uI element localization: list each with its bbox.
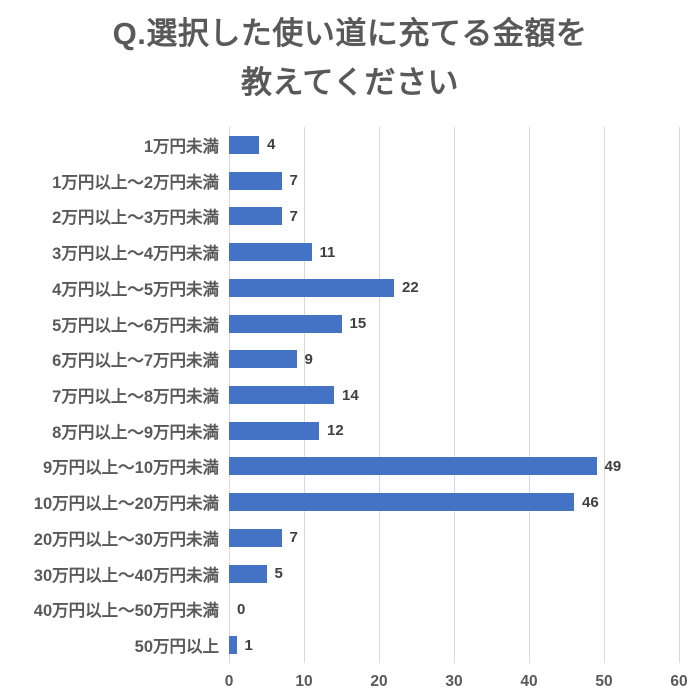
bar bbox=[229, 493, 574, 512]
chart-row: 30万円以上～40万円未満 5 bbox=[0, 556, 700, 592]
chart-row: 4万円以上～5万円未満 22 bbox=[0, 270, 700, 306]
chart-row: 7万円以上～8万円未満 14 bbox=[0, 377, 700, 413]
value-label: 7 bbox=[289, 172, 298, 190]
chart-row: 6万円以上～7万円未満 9 bbox=[0, 341, 700, 377]
bar-track: 12 bbox=[229, 413, 700, 449]
category-label: 6万円以上～7万円未満 bbox=[52, 352, 219, 371]
category-label: 7万円以上～8万円未満 bbox=[52, 388, 219, 406]
bar-track: 22 bbox=[229, 270, 700, 306]
bar bbox=[229, 171, 282, 190]
chart-row: 50万円以上 1 bbox=[0, 627, 700, 663]
plot-area: 1万円未満 4 1万円以上～2万円未満 7 2万円以上～3万円未満 7 3万円以上～4万円未… bbox=[0, 127, 700, 690]
value-label: 0 bbox=[237, 600, 246, 618]
category-label: 40万円以上～50万円未満 bbox=[33, 602, 219, 621]
chart-title-line2: 教えてください bbox=[240, 64, 460, 100]
bar bbox=[229, 457, 597, 476]
x-tick-label: 20 bbox=[370, 673, 388, 690]
chart-row: 10万円以上～20万円未満 46 bbox=[0, 484, 700, 520]
chart-rows: 1万円未満 4 1万円以上～2万円未満 7 2万円以上～3万円未満 7 3万円以上～4万円未… bbox=[0, 127, 700, 663]
bar bbox=[229, 386, 334, 404]
category-label: 1万円未満 bbox=[143, 137, 219, 156]
category-label: 9万円以上～10万円未満 bbox=[42, 459, 219, 478]
value-label: 7 bbox=[289, 529, 298, 547]
bar bbox=[229, 135, 259, 154]
value-label: 12 bbox=[327, 422, 344, 440]
x-tick-label: 60 bbox=[670, 673, 688, 690]
chart-title: Q.選択した使い道に充てる金額を 教えてください bbox=[0, 0, 700, 108]
category-label: 20万円以上～30万円未満 bbox=[33, 530, 219, 549]
value-label: 14 bbox=[342, 386, 359, 404]
category-label: 5万円以上～6万円未満 bbox=[52, 316, 219, 335]
category-label: 8万円以上～9万円未満 bbox=[52, 423, 219, 442]
x-tick-label: 10 bbox=[295, 673, 313, 690]
category-label: 50万円以上 bbox=[134, 638, 219, 657]
bar bbox=[229, 528, 282, 547]
chart-row: 3万円以上～4万円未満 11 bbox=[0, 234, 700, 270]
bar bbox=[229, 564, 267, 583]
value-label: 46 bbox=[582, 493, 599, 511]
gridline-60 bbox=[679, 127, 680, 663]
bar-track: 11 bbox=[229, 234, 700, 270]
bar-track: 7 bbox=[229, 198, 700, 234]
bar bbox=[229, 636, 237, 655]
x-axis: 0 10 20 30 40 50 60 bbox=[225, 673, 688, 697]
value-label: 7 bbox=[289, 207, 298, 225]
value-label: 5 bbox=[274, 565, 283, 583]
bar-track: 0 bbox=[229, 592, 700, 628]
chart-title-line1: Q.選択した使い道に充てる金額を bbox=[112, 16, 588, 51]
bar bbox=[229, 278, 394, 297]
bar-track: 15 bbox=[229, 306, 700, 342]
bar-track: 7 bbox=[229, 163, 700, 199]
chart-row: 5万円以上～6万円未満 15 bbox=[0, 306, 700, 342]
bar-track: 4 bbox=[229, 127, 700, 163]
category-label: 3万円以上～4万円未満 bbox=[52, 245, 219, 264]
chart-row: 9万円以上～10万円未満 49 bbox=[0, 449, 700, 485]
category-label: 10万円以上～20万円未満 bbox=[33, 495, 219, 514]
bar bbox=[229, 421, 319, 440]
value-label: 11 bbox=[319, 243, 336, 261]
bar bbox=[229, 350, 297, 369]
chart-row: 40万円以上～50万円未満 0 bbox=[0, 592, 700, 628]
chart-row: 20万円以上～30万円未満 7 bbox=[0, 520, 700, 556]
gridline-40 bbox=[529, 127, 530, 663]
chart-row: 1万円未満 4 bbox=[0, 127, 700, 163]
bar-track: 9 bbox=[229, 341, 700, 377]
gridline-50 bbox=[604, 127, 605, 663]
bar-track: 1 bbox=[229, 627, 700, 663]
bar-track: 49 bbox=[229, 449, 700, 485]
category-label: 4万円以上～5万円未満 bbox=[52, 280, 219, 299]
value-label: 22 bbox=[402, 279, 419, 297]
bar-track: 46 bbox=[229, 484, 700, 520]
bar-track: 5 bbox=[229, 556, 700, 592]
chart-row: 2万円以上～3万円未満 7 bbox=[0, 198, 700, 234]
bar bbox=[229, 207, 282, 226]
value-label: 1 bbox=[244, 636, 253, 654]
value-label: 4 bbox=[267, 136, 276, 154]
bar-track: 7 bbox=[229, 520, 700, 556]
category-label: 1万円以上～2万円未満 bbox=[52, 173, 219, 192]
x-tick-label: 30 bbox=[445, 673, 463, 690]
chart-row: 8万円以上～9万円未満 12 bbox=[0, 413, 700, 449]
x-tick-label: 0 bbox=[224, 673, 234, 690]
bar bbox=[229, 314, 342, 333]
bar-track: 14 bbox=[229, 377, 700, 413]
category-label: 2万円以上～3万円未満 bbox=[52, 209, 219, 228]
x-tick-label: 40 bbox=[520, 673, 538, 690]
gridline-30 bbox=[454, 127, 455, 663]
value-label: 9 bbox=[304, 350, 313, 368]
value-label: 49 bbox=[604, 457, 622, 475]
chart-row: 1万円以上～2万円未満 7 bbox=[0, 163, 700, 199]
gridline-20 bbox=[379, 127, 380, 663]
category-label: 30万円以上～40万円未満 bbox=[33, 566, 219, 585]
value-label: 15 bbox=[349, 315, 367, 333]
bar bbox=[229, 243, 312, 262]
x-tick-label: 50 bbox=[595, 673, 613, 690]
